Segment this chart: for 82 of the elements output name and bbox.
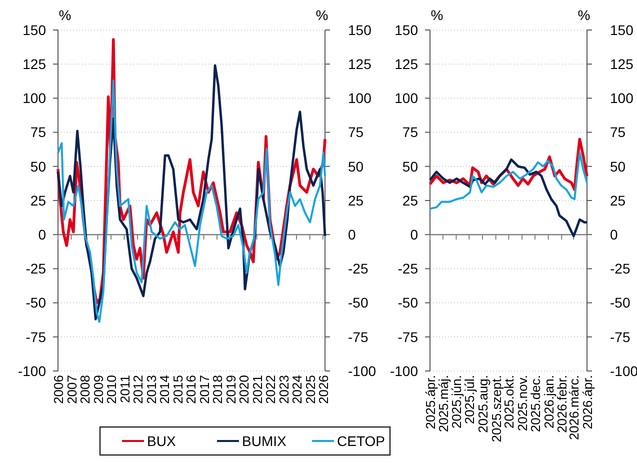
x-tick-label: 2013: [144, 375, 159, 404]
y2-tick-label: 50: [348, 158, 364, 174]
x-tick-label: 2023: [276, 375, 292, 404]
x-tick-label: 2007: [64, 375, 80, 404]
y-tick-label: 25: [30, 192, 46, 208]
y-tick-label: 100: [394, 90, 418, 106]
y-tick-label: 50: [402, 158, 418, 174]
y2-tick-label: 25: [348, 192, 364, 208]
y-tick-label: -25: [26, 260, 46, 277]
x-tick-label: 2015: [170, 375, 186, 404]
y-tick-label: -50: [26, 294, 46, 311]
y-tick-label: 100: [22, 90, 46, 106]
y-tick-label: -100: [390, 362, 418, 379]
x-tick-label: 2025.okt.: [502, 375, 517, 428]
y-axis-title: %: [58, 7, 72, 23]
x-tick-label: 2025.dec.: [528, 375, 543, 432]
y2-tick-label: -50: [348, 294, 368, 311]
x-tick-label: 2026.jan.: [541, 375, 556, 428]
y2-axis-title: %: [316, 7, 328, 23]
y-tick-label: 75: [402, 124, 418, 140]
y2-tick-label: 125: [348, 56, 372, 72]
y-tick-label: 125: [394, 56, 418, 72]
y2-axis-title: %: [578, 7, 590, 23]
y2-tick-label: 75: [610, 124, 626, 140]
x-tick-label: 2018: [210, 375, 226, 404]
y2-tick-label: 125: [610, 56, 634, 72]
y2-tick-label: -50: [610, 294, 630, 311]
y-tick-label: 50: [30, 158, 46, 174]
y2-tick-label: 150: [348, 22, 372, 38]
x-tick-label: 2022: [263, 375, 278, 404]
y2-tick-label: 0: [610, 226, 618, 242]
x-tick-label: 2026.márc.: [566, 375, 582, 440]
y-tick-label: 75: [30, 124, 46, 140]
y-tick-label: -75: [398, 328, 418, 345]
legend-label: CETOP: [337, 432, 385, 449]
x-tick-label: 2014: [157, 375, 172, 404]
x-tick-label: 2026: [316, 375, 332, 404]
line-series: [429, 152, 588, 210]
line-series: [428, 158, 588, 238]
x-tick-label: 2017: [196, 375, 212, 404]
y2-tick-label: 50: [610, 158, 626, 174]
x-tick-label: 2010: [104, 375, 119, 404]
y2-tick-label: -100: [610, 362, 637, 379]
y2-tick-label: -25: [610, 260, 630, 277]
x-tick-label: 2025.máj.: [436, 375, 451, 432]
x-tick-label: 2026.ápr.: [580, 375, 595, 430]
x-tick-label: 2024: [290, 375, 305, 404]
y2-tick-label: 0: [348, 226, 356, 242]
y2-tick-label: -100: [348, 362, 376, 379]
x-tick-label: 2019: [223, 375, 238, 404]
x-tick-label: 2025.ápr.: [423, 375, 438, 430]
x-tick-label: 2012: [130, 375, 146, 404]
y2-tick-label: -75: [610, 328, 630, 345]
y-tick-label: -50: [398, 294, 418, 311]
x-tick-label: 2025: [302, 375, 318, 404]
x-tick-label: 2011: [117, 375, 132, 403]
y-tick-label: 150: [22, 22, 46, 38]
y2-tick-label: 75: [348, 124, 364, 140]
x-tick-label: 2021: [250, 375, 265, 404]
x-tick-label: 2008: [78, 375, 92, 404]
y2-tick-label: 25: [610, 192, 626, 208]
y2-tick-label: 100: [348, 90, 372, 106]
y2-tick-label: 150: [610, 22, 634, 38]
y-tick-label: 0: [38, 226, 46, 242]
x-tick-label: 2009: [90, 375, 106, 404]
y-axis-title: %: [430, 7, 444, 23]
y-tick-label: -25: [398, 260, 418, 277]
x-tick-label: 2016: [184, 375, 199, 404]
x-tick-label: 2020: [236, 375, 252, 404]
legend-label: BUMIX: [242, 432, 287, 449]
y2-tick-label: -25: [348, 260, 368, 277]
y-tick-label: 125: [22, 56, 46, 72]
legend-label: BUX: [147, 432, 176, 449]
y-tick-label: -75: [26, 328, 46, 345]
y-tick-label: 150: [394, 22, 418, 38]
y2-tick-label: 100: [610, 90, 634, 106]
y-tick-label: -100: [18, 362, 46, 379]
x-tick-label: 2025.nov.: [515, 375, 530, 432]
x-tick-label: 2006: [51, 375, 66, 404]
y-tick-label: 25: [402, 192, 418, 208]
y2-tick-label: -75: [348, 328, 368, 345]
y-tick-label: 0: [410, 226, 418, 242]
